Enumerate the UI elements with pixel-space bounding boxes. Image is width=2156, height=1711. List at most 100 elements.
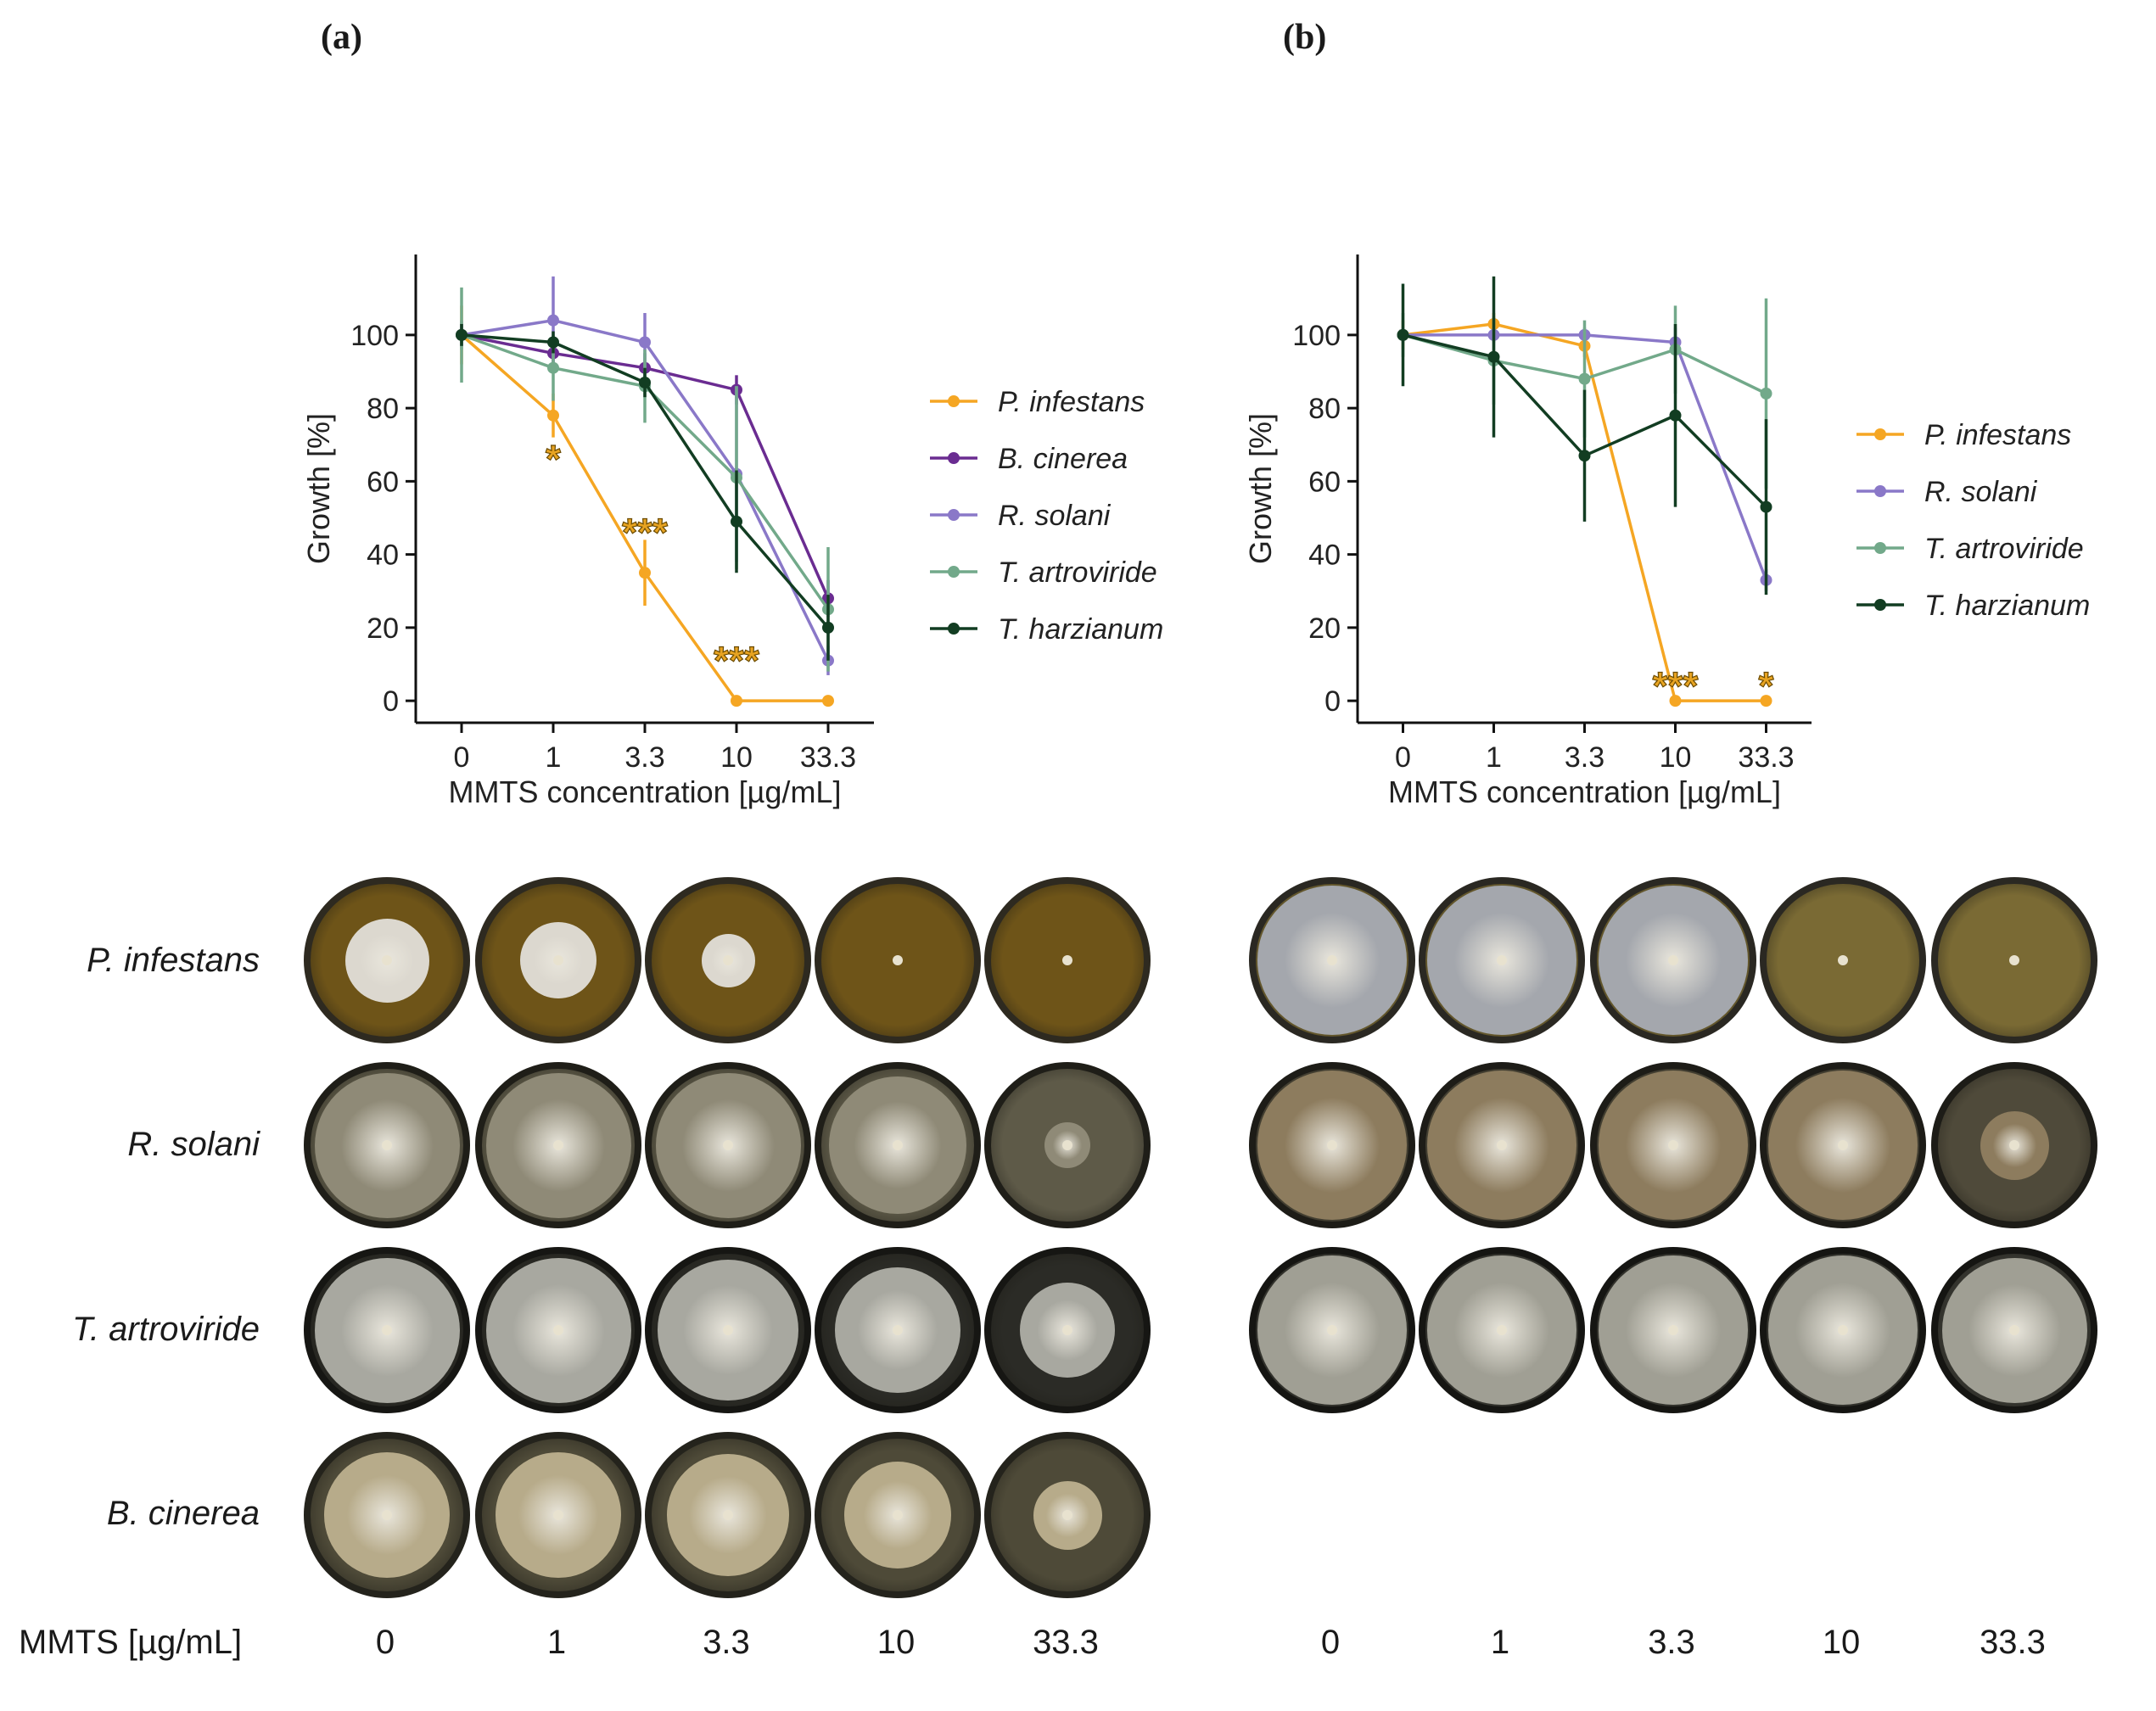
legend-label: P. infestans — [998, 386, 1145, 418]
significance-marker: *** — [1653, 664, 1699, 708]
legend-key-point — [948, 509, 960, 521]
legend-key-point — [948, 566, 960, 578]
x-tick-label: 1 — [1486, 741, 1502, 774]
inoculum-plug — [723, 1325, 733, 1335]
inoculum-plug — [1668, 955, 1678, 965]
x-tick-label: 0 — [454, 741, 470, 774]
legend-key-point — [948, 623, 960, 635]
data-point — [1487, 350, 1500, 363]
inoculum-plug — [2009, 955, 2019, 965]
data-point — [547, 361, 559, 374]
dish-b-p-infestans-3 — [1760, 877, 1926, 1043]
inoculum-plug — [382, 1140, 392, 1150]
row-label-r-solani: R. solani — [127, 1126, 260, 1163]
dish-b-r-solani-4 — [1931, 1062, 2097, 1228]
legend: P. infestans B. cinerea R. solani T. artrov… — [930, 386, 1163, 646]
x-tick-label: 10 — [1660, 741, 1692, 774]
legend-label: T. artroviride — [1924, 533, 2084, 565]
legend-label: P. infestans — [1924, 419, 2071, 451]
dish-b-p-infestans-4 — [1931, 877, 2097, 1043]
x-tick-label: 33.3 — [1738, 741, 1794, 774]
y-tick-label: 0 — [383, 685, 399, 718]
y-tick-label: 20 — [367, 612, 399, 645]
data-point — [1669, 695, 1682, 707]
conc-label-b-1: 1 — [1490, 1624, 1510, 1661]
inoculum-plug — [1838, 1140, 1848, 1150]
y-axis-title: Growth [%] — [1243, 413, 1278, 564]
y-tick-label: 60 — [367, 466, 399, 498]
inoculum-plug — [1062, 1140, 1072, 1150]
significance-marker: * — [546, 437, 561, 481]
dish-b-t-artroviride-1 — [1419, 1247, 1585, 1413]
series-t-harzianum — [456, 323, 834, 661]
data-point — [731, 515, 742, 528]
dish-a-b-cinerea-4 — [984, 1432, 1151, 1598]
y-tick-label: 80 — [367, 393, 399, 425]
legend-label: T. artroviride — [998, 556, 1157, 589]
inoculum-plug — [1838, 955, 1848, 965]
legend-key-point — [948, 395, 960, 407]
data-point — [822, 621, 834, 634]
significance-marker: *** — [714, 638, 759, 682]
inoculum-plug — [382, 1325, 392, 1335]
y-tick-label: 80 — [1308, 393, 1341, 425]
inoculum-plug — [1497, 1325, 1507, 1335]
x-axis-title: MMTS concentration [µg/mL] — [449, 774, 842, 809]
inoculum-plug — [1668, 1140, 1678, 1150]
y-tick-label: 60 — [1308, 466, 1341, 498]
dish-a-r-solani-0 — [304, 1062, 470, 1228]
inoculum-plug — [723, 1140, 733, 1150]
y-tick-label: 40 — [1308, 540, 1341, 572]
inoculum-plug — [382, 1510, 392, 1520]
dish-b-p-infestans-0 — [1249, 877, 1415, 1043]
data-point — [639, 376, 651, 389]
inoculum-plug — [893, 1325, 903, 1335]
inoculum-plug — [553, 1140, 563, 1150]
inoculum-plug — [1327, 1325, 1337, 1335]
legend-label: T. harzianum — [1924, 590, 2090, 622]
legend-label: R. solani — [998, 500, 1112, 532]
dish-a-r-solani-3 — [815, 1062, 981, 1228]
dish-a-b-cinerea-2 — [645, 1432, 811, 1598]
dish-b-t-artroviride-3 — [1760, 1247, 1926, 1413]
series-t-harzianum — [1397, 276, 1772, 595]
data-point — [547, 336, 559, 349]
conc-label-b-3: 10 — [1822, 1624, 1861, 1661]
conc-label-a-2: 3.3 — [703, 1624, 750, 1661]
x-axis-title: MMTS concentration [µg/mL] — [1388, 774, 1781, 809]
dish-a-p-infestans-1 — [475, 877, 641, 1043]
inoculum-plug — [553, 955, 563, 965]
x-tick-label: 1 — [546, 741, 562, 774]
dish-a-p-infestans-4 — [984, 877, 1151, 1043]
dish-a-t-artroviride-2 — [645, 1247, 811, 1413]
legend-key-point — [1874, 542, 1886, 554]
data-point — [1397, 328, 1409, 341]
data-point — [639, 336, 651, 349]
row-label-b-cinerea: B. cinerea — [106, 1495, 260, 1532]
dish-a-p-infestans-3 — [815, 877, 981, 1043]
dish-a-p-infestans-2 — [645, 877, 811, 1043]
y-tick-label: 20 — [1308, 612, 1341, 645]
data-point — [1578, 450, 1591, 462]
dish-a-r-solani-2 — [645, 1062, 811, 1228]
y-tick-label: 100 — [350, 320, 399, 352]
dish-b-r-solani-2 — [1590, 1062, 1756, 1228]
significance-marker: *** — [622, 510, 668, 554]
inoculum-plug — [1497, 1140, 1507, 1150]
legend-label: T. harzianum — [998, 613, 1163, 646]
inoculum-plug — [723, 1510, 733, 1520]
data-point — [1669, 409, 1682, 422]
dish-a-b-cinerea-0 — [304, 1432, 470, 1598]
conc-label-b-4: 33.3 — [1980, 1624, 2046, 1661]
data-point — [822, 695, 834, 707]
concentration-row-title: MMTS [µg/mL] — [19, 1624, 243, 1661]
dish-b-r-solani-3 — [1760, 1062, 1926, 1228]
inoculum-plug — [893, 1510, 903, 1520]
dish-b-p-infestans-1 — [1419, 877, 1585, 1043]
data-point — [456, 328, 468, 341]
x-tick-label: 3.3 — [1565, 741, 1604, 774]
dish-b-t-artroviride-2 — [1590, 1247, 1756, 1413]
dish-b-p-infestans-2 — [1590, 877, 1756, 1043]
dish-a-r-solani-1 — [475, 1062, 641, 1228]
